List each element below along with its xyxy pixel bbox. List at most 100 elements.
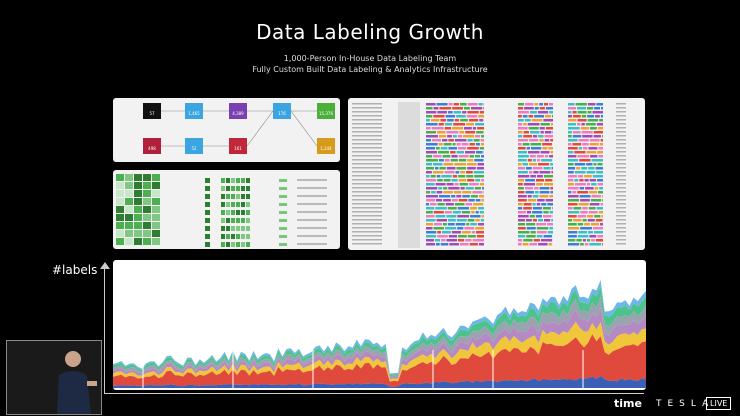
timeline-segment bbox=[568, 143, 572, 146]
timeline-segment bbox=[582, 143, 589, 146]
timeline-segment bbox=[426, 191, 431, 194]
timeline-segment bbox=[463, 127, 472, 130]
timeline-segment bbox=[518, 119, 524, 122]
timeline-segment bbox=[459, 103, 467, 106]
timeline-segment bbox=[589, 127, 597, 130]
workflow-node bbox=[229, 103, 247, 119]
timeline-segment bbox=[540, 151, 550, 154]
timeline-segment bbox=[483, 107, 484, 110]
grid-cell bbox=[152, 238, 160, 245]
grid-cell bbox=[279, 179, 287, 182]
timeline-segment bbox=[456, 167, 467, 170]
timeline-segment bbox=[599, 187, 603, 190]
timeline-segment bbox=[568, 111, 572, 114]
timeline-segment bbox=[471, 231, 475, 234]
timeline-segment bbox=[526, 147, 530, 150]
timeline-segment bbox=[453, 191, 462, 194]
timeline-segment bbox=[526, 235, 536, 238]
timeline-segment bbox=[568, 211, 580, 214]
timeline-segment bbox=[457, 215, 470, 218]
timeline-segment bbox=[525, 167, 532, 170]
timeline-segment bbox=[548, 103, 553, 106]
timeline-segment bbox=[549, 155, 553, 158]
timeline-segment bbox=[455, 171, 460, 174]
timeline-segment bbox=[479, 183, 484, 186]
timeline-row-value bbox=[616, 171, 626, 173]
timeline-segment bbox=[539, 191, 550, 194]
grid-cell bbox=[236, 242, 240, 247]
timeline-segment bbox=[577, 191, 589, 194]
timeline-segment bbox=[446, 183, 454, 186]
timeline-segment bbox=[597, 191, 603, 194]
grid-cell bbox=[231, 234, 235, 239]
timeline-segment bbox=[526, 223, 536, 226]
timeline-row-value bbox=[616, 211, 626, 213]
timeline-segment bbox=[518, 227, 526, 230]
timeline-segment bbox=[537, 159, 541, 162]
timeline-segment bbox=[539, 139, 544, 142]
timeline-segment bbox=[538, 243, 548, 246]
grid-cell bbox=[143, 198, 151, 205]
timeline-segment bbox=[442, 223, 447, 226]
grid-cell bbox=[241, 194, 245, 199]
grid-cell bbox=[241, 178, 245, 183]
grid-cell bbox=[152, 174, 160, 181]
timeline-row-label bbox=[352, 131, 382, 133]
timeline-segment bbox=[595, 219, 603, 222]
timeline-segment bbox=[518, 167, 525, 170]
timeline-segment bbox=[568, 183, 574, 186]
timeline-segment bbox=[531, 119, 543, 122]
timeline-segment bbox=[550, 151, 553, 154]
timeline-segment bbox=[476, 131, 484, 134]
timeline-segment bbox=[592, 227, 603, 230]
area-series-2 bbox=[113, 322, 646, 382]
timeline-segment bbox=[448, 139, 454, 142]
timeline-row-value bbox=[616, 163, 626, 165]
timeline-segment bbox=[585, 187, 594, 190]
timeline-segment bbox=[544, 131, 552, 134]
timeline-segment bbox=[447, 119, 454, 122]
timeline-segment bbox=[473, 171, 484, 174]
timeline-segment bbox=[527, 195, 532, 198]
timeline-segment bbox=[584, 243, 589, 246]
timeline-row-value bbox=[616, 127, 626, 129]
timeline-segment bbox=[518, 127, 528, 130]
timeline-segment bbox=[525, 219, 532, 222]
timeline-segment bbox=[534, 191, 539, 194]
timeline-segment bbox=[549, 227, 553, 230]
timeline-segment bbox=[536, 231, 547, 234]
slide-subtitle-2: Fully Custom Built Data Labeling & Analy… bbox=[252, 65, 488, 74]
timeline-segment bbox=[518, 211, 526, 214]
timeline-segment bbox=[589, 243, 602, 246]
workflow-panel: 57 1,465 4,389 176 15,376 498 52 161 1,244 bbox=[113, 98, 340, 162]
timeline-segment bbox=[538, 135, 544, 138]
grid-cell bbox=[231, 178, 235, 183]
timeline-segment bbox=[448, 219, 456, 222]
timeline-row-label bbox=[352, 151, 382, 153]
timeline-segment bbox=[447, 207, 457, 210]
timeline-segment bbox=[454, 203, 465, 206]
timeline-segment bbox=[550, 163, 553, 166]
timeline-segment bbox=[445, 115, 456, 118]
timeline-segment bbox=[458, 179, 467, 182]
timeline-segment bbox=[539, 107, 545, 110]
timeline-segment bbox=[568, 199, 580, 202]
timeline-segment bbox=[436, 175, 441, 178]
grid-cell bbox=[241, 234, 245, 239]
timeline-segment bbox=[581, 167, 588, 170]
x-axis bbox=[104, 393, 644, 394]
timeline-segment bbox=[467, 235, 476, 238]
timeline-row-label bbox=[352, 195, 382, 197]
timeline-segment bbox=[426, 171, 432, 174]
timeline-row-label bbox=[352, 243, 382, 245]
timeline-segment bbox=[433, 155, 442, 158]
grid-cell bbox=[236, 194, 240, 199]
timeline-row-value bbox=[616, 131, 626, 133]
timeline-segment bbox=[527, 159, 532, 162]
timeline-row-value bbox=[616, 215, 626, 217]
timeline-segment bbox=[479, 111, 484, 114]
timeline-segment bbox=[426, 215, 435, 218]
timeline-segment bbox=[533, 239, 540, 242]
grid-cell bbox=[231, 186, 235, 191]
timeline-segment bbox=[568, 223, 577, 226]
